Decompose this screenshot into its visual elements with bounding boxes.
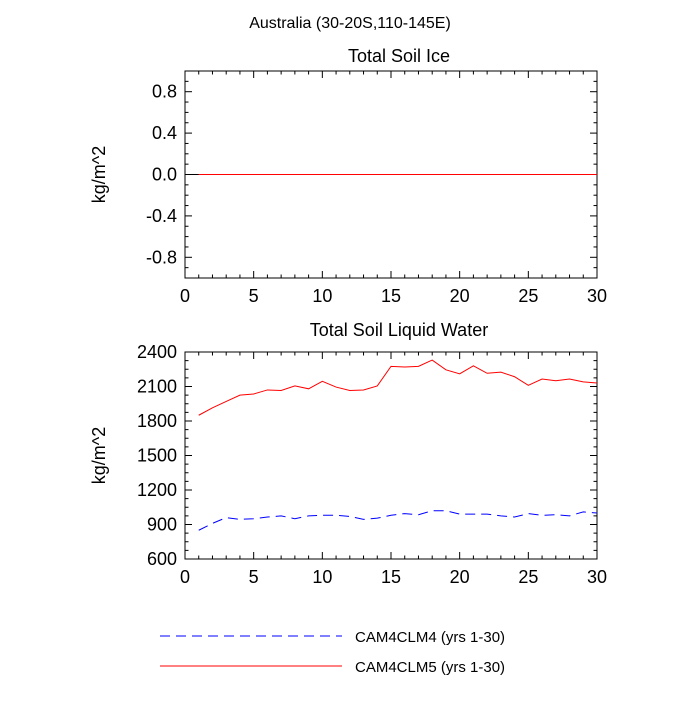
y-tick-label: 600 xyxy=(147,549,177,569)
x-tick-label: 30 xyxy=(587,567,607,587)
y-tick-label: 1200 xyxy=(137,480,177,500)
x-tick-label: 15 xyxy=(381,567,401,587)
y-axis-label: kg/m^2 xyxy=(89,427,109,484)
x-tick-label: 20 xyxy=(450,567,470,587)
y-tick-label: -0.4 xyxy=(146,206,177,226)
y-tick-label: -0.8 xyxy=(146,247,177,267)
x-tick-label: 25 xyxy=(518,286,538,306)
chart-title: Total Soil Liquid Water xyxy=(310,320,488,340)
x-tick-label: 5 xyxy=(249,567,259,587)
figure-title: Australia (30-20S,110-145E) xyxy=(249,15,451,32)
y-tick-label: 0.4 xyxy=(152,123,177,143)
plot-frame xyxy=(184,351,598,560)
y-tick-label: 900 xyxy=(147,515,177,535)
legend: CAM4CLM4 (yrs 1-30) CAM4CLM5 (yrs 1-30) xyxy=(160,629,505,676)
x-tick-label: 10 xyxy=(312,567,332,587)
chart-title: Total Soil Ice xyxy=(348,46,450,66)
y-tick-label: 1800 xyxy=(137,411,177,431)
series-line-cam4clm5 xyxy=(198,359,598,416)
x-tick-label: 5 xyxy=(249,286,259,306)
y-tick-label: 2100 xyxy=(137,377,177,397)
plots: Total Soil Ice kg/m^2 0 5 10 15 20 25 30 -0.8 -0.4… xyxy=(89,46,607,587)
x-tick-label: 0 xyxy=(180,567,190,587)
x-tick-label: 30 xyxy=(587,286,607,306)
legend-label: CAM4CLM4 (yrs 1-30) xyxy=(355,629,505,646)
x-tick-label: 10 xyxy=(312,286,332,306)
legend-label: CAM4CLM5 (yrs 1-30) xyxy=(355,659,505,676)
chart-panel-1: Total Soil Ice kg/m^2 0 5 10 15 20 25 30 -0.8 -0.4… xyxy=(89,46,607,306)
x-tick-label: 25 xyxy=(518,567,538,587)
series-line-cam4clm4 xyxy=(198,510,598,531)
y-tick-label: 0.8 xyxy=(152,82,177,102)
chart-panel-2: Total Soil Liquid Water kg/m^2 0 5 10 15 20 25 3… xyxy=(89,320,607,587)
x-tick-label: 0 xyxy=(180,286,190,306)
x-tick-label: 15 xyxy=(381,286,401,306)
y-axis-label: kg/m^2 xyxy=(89,146,109,203)
y-tick-label: 2400 xyxy=(137,342,177,362)
y-tick-label: 0.0 xyxy=(152,165,177,185)
y-tick-label: 1500 xyxy=(137,446,177,466)
x-tick-label: 20 xyxy=(450,286,470,306)
